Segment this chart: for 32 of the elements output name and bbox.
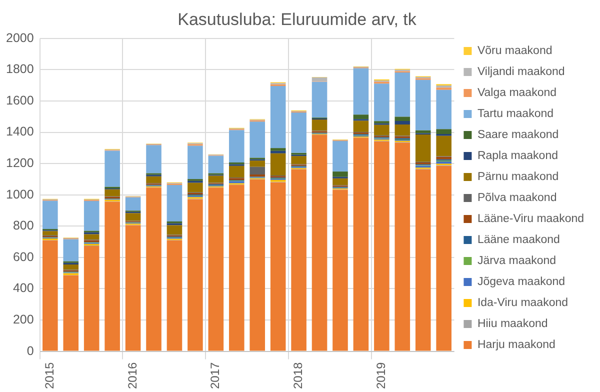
- legend-label: Võru maakond: [477, 45, 552, 58]
- legend-label: Pärnu maakond: [477, 171, 559, 184]
- legend-label: Saare maakond: [477, 129, 559, 142]
- legend-label: Põlva maakond: [477, 192, 557, 204]
- y-tick-label: 1200: [6, 156, 34, 170]
- y-tick-label: 400: [12, 281, 34, 296]
- y-tick-label: 800: [12, 218, 34, 233]
- x-tick-label: 2017: [208, 362, 222, 390]
- y-tick-label: 200: [12, 312, 34, 326]
- legend-label: Lääne-Viru maakond: [477, 213, 584, 226]
- y-tick-label: 1000: [6, 187, 34, 202]
- y-tick-label: 600: [12, 250, 34, 264]
- legend-label: Hiiu maakond: [477, 318, 548, 330]
- legend-label: Järva maakond: [477, 255, 556, 268]
- y-tick-label: 2000: [6, 30, 34, 45]
- legend-label: Tartu maakond: [477, 108, 554, 120]
- legend-label: Viljandi maakond: [477, 66, 565, 78]
- x-tick-label: 2019: [374, 362, 388, 390]
- x-tick-label: 2018: [291, 362, 306, 390]
- legend-label: Harju maakond: [477, 339, 556, 352]
- x-tick-label: 2015: [42, 362, 56, 390]
- legend-label: Jõgeva maakond: [477, 276, 566, 288]
- y-tick-label: 0: [26, 344, 34, 358]
- legend-label: Rapla maakond: [477, 150, 558, 162]
- y-tick-label: 1400: [6, 124, 34, 139]
- legend-label: Valga maakond: [477, 87, 557, 100]
- y-tick-label: 1800: [6, 62, 34, 76]
- y-tick-label: 1600: [6, 93, 34, 108]
- x-tick-label: 2016: [125, 362, 140, 390]
- chart-title: Kasutusluba: Eluruumide arv, tk: [178, 10, 417, 29]
- legend-label: Lääne maakond: [477, 234, 560, 246]
- legend-label: Ida-Viru maakond: [477, 297, 568, 310]
